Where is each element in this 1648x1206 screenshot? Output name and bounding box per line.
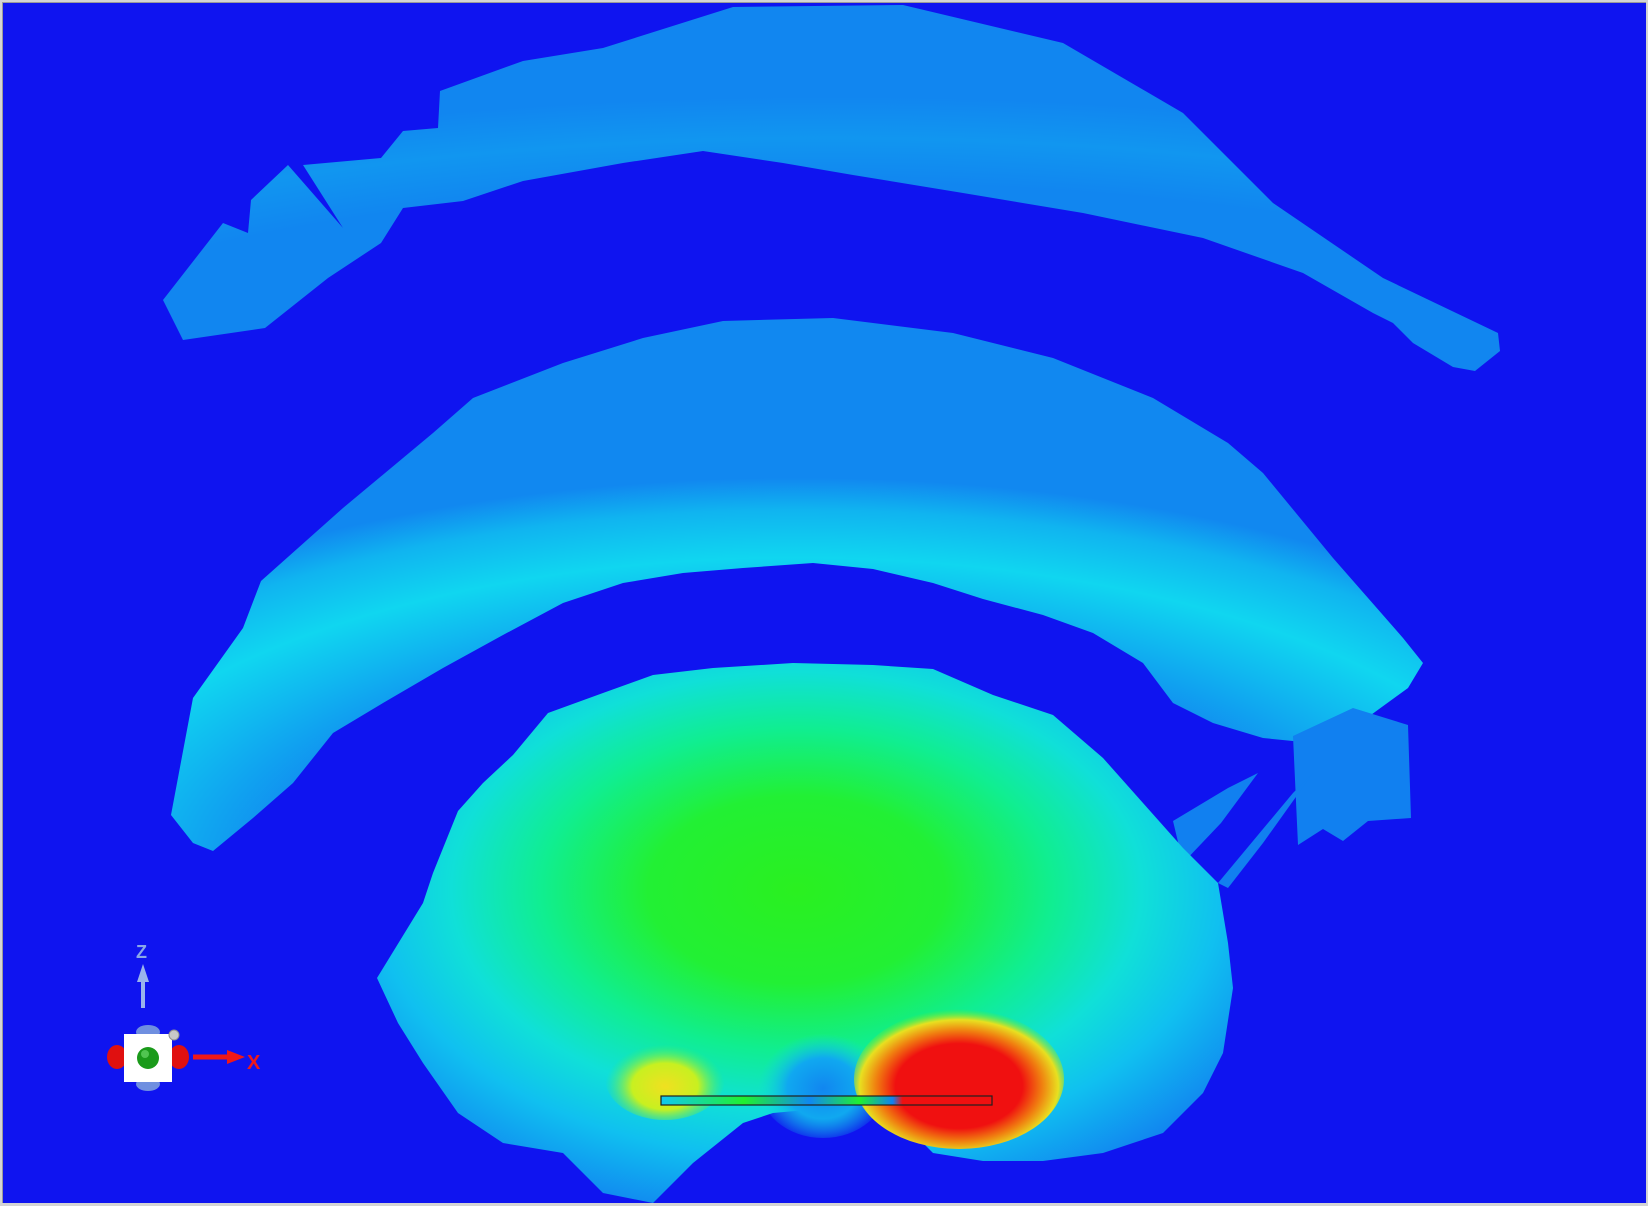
antenna-strip [660, 1095, 993, 1106]
field-shard [1173, 773, 1258, 863]
triad-graphic: Z X [107, 942, 261, 1091]
sphere-highlight [141, 1050, 149, 1058]
x-axis-label: X [247, 1052, 261, 1074]
knob-icon [168, 1029, 180, 1041]
field-shard [1293, 708, 1411, 845]
field-null-notch [758, 1028, 888, 1138]
orientation-triad[interactable]: Z X [103, 938, 273, 1098]
z-arrow-icon [137, 964, 149, 982]
right-hotspot [854, 1009, 1064, 1149]
middle-field-band [171, 318, 1423, 851]
z-axis-label: Z [136, 942, 147, 962]
x-arrow-icon [227, 1050, 245, 1064]
field-plot [163, 5, 1500, 1203]
left-hotspot [605, 1036, 725, 1120]
x-axis-cap-icon [169, 1045, 189, 1069]
outer-field-band [163, 5, 1500, 371]
field-shard [1218, 773, 1313, 888]
sphere-icon [137, 1047, 159, 1069]
x-axis-cap-icon [107, 1045, 127, 1069]
